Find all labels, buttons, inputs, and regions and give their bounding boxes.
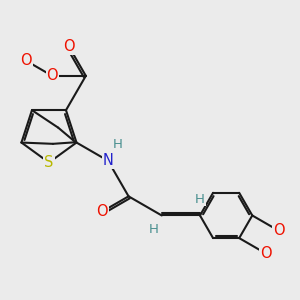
- Text: S: S: [44, 155, 54, 170]
- Text: O: O: [63, 39, 75, 54]
- Text: N: N: [103, 153, 113, 168]
- Text: O: O: [20, 53, 32, 68]
- Text: O: O: [97, 204, 108, 219]
- Text: O: O: [46, 68, 58, 83]
- Text: H: H: [195, 193, 205, 206]
- Text: H: H: [148, 223, 158, 236]
- Text: H: H: [112, 138, 122, 151]
- Text: O: O: [273, 223, 284, 238]
- Text: O: O: [260, 246, 271, 261]
